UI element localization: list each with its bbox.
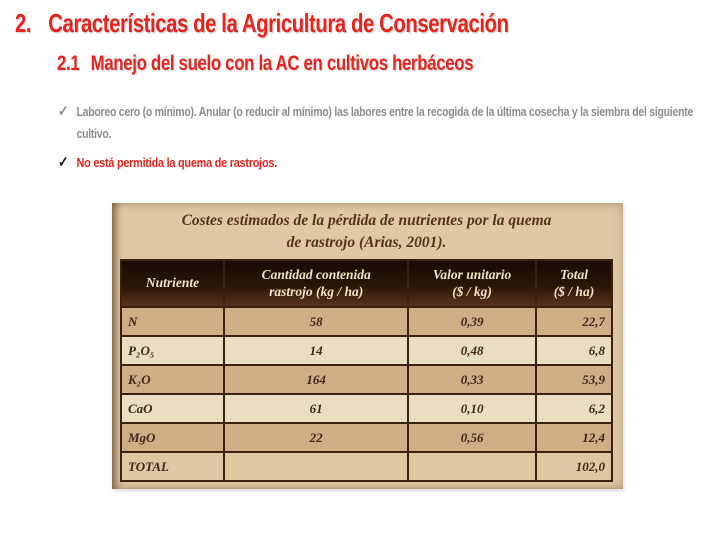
cell-cantidad: 164 — [223, 364, 410, 396]
checkmark-icon: ✓ — [58, 103, 69, 120]
table-row: MgO 22 0,56 12,4 — [119, 422, 614, 454]
table-row: CaO 61 0,10 6,2 — [119, 393, 614, 425]
cell-total: 12,4 — [534, 422, 614, 454]
nutrient-table: Nutriente Cantidad contenida rastrojo (k… — [119, 259, 614, 483]
cell-cantidad: 22 — [223, 422, 410, 454]
cell-nutriente: N — [119, 306, 226, 338]
bullet-item-laboreo: ✓ Laboreo cero (o mínimo). Anular (o red… — [58, 101, 706, 145]
cell-valor: 0,56 — [407, 422, 537, 454]
table-title: Costes estimados de la pérdida de nutrie… — [120, 208, 613, 259]
cell-total: 6,8 — [534, 335, 614, 367]
cell-total: 6,2 — [534, 393, 614, 425]
column-header-total: Total ($ / ha) — [534, 259, 614, 309]
cell-valor: 0,10 — [407, 393, 537, 425]
subtitle-text: Manejo del suelo con la AC en cultivos h… — [90, 52, 474, 75]
table-title-line1: Costes estimados de la pérdida de nutrie… — [181, 212, 552, 229]
cell-total: 53,9 — [534, 364, 614, 396]
bullet-text: No está permitida la quema de rastrojos. — [76, 155, 277, 170]
column-header-cantidad: Cantidad contenida rastrojo (kg / ha) — [223, 259, 410, 309]
subtitle-number: 2.1 — [57, 52, 80, 75]
slide-title: 2. Características de la Agricultura de C… — [15, 8, 509, 39]
table-title-line2: de rastrojo (Arias, 2001). — [286, 233, 447, 251]
cell-valor: 0,33 — [407, 364, 537, 396]
cell-nutriente: MgO — [119, 422, 226, 454]
cell-total: 102,0 — [534, 451, 614, 483]
cell-nutriente: K₂O — [119, 364, 226, 396]
nutrient-cost-figure: Costes estimados de la pérdida de nutrie… — [112, 203, 623, 490]
table-row: N 58 0,39 22,7 — [119, 306, 614, 338]
table-row: K₂O 164 0,33 53,9 — [119, 364, 614, 396]
bullet-item-quema: ✓ No está permitida la quema de rastrojo… — [58, 152, 706, 174]
cell-nutriente: CaO — [119, 393, 226, 425]
cell-valor — [407, 451, 537, 483]
column-header-valor: Valor unitario ($ / kg) — [407, 259, 537, 309]
title-text: Características de la Agricultura de Con… — [48, 8, 509, 38]
column-header-nutriente: Nutriente — [119, 259, 226, 309]
table-row: P₂O₅ 14 0,48 6,8 — [119, 335, 614, 367]
cell-cantidad — [223, 451, 410, 483]
cell-cantidad: 58 — [223, 306, 410, 338]
cell-nutriente: P₂O₅ — [119, 335, 226, 367]
cell-cantidad: 14 — [223, 335, 410, 367]
table-total-row: TOTAL 102,0 — [119, 451, 614, 483]
bullet-text: Laboreo cero (o mínimo). Anular (o reduc… — [76, 105, 694, 141]
table-header-row: Nutriente Cantidad contenida rastrojo (k… — [119, 259, 614, 309]
cell-nutriente: TOTAL — [119, 451, 226, 483]
cell-total: 22,7 — [534, 306, 614, 338]
bullet-list: ✓ Laboreo cero (o mínimo). Anular (o red… — [58, 101, 706, 181]
cell-cantidad: 61 — [223, 393, 410, 425]
title-number: 2. — [15, 8, 32, 38]
cell-valor: 0,39 — [407, 306, 537, 338]
cell-valor: 0,48 — [407, 335, 537, 367]
checkmark-icon: ✓ — [58, 154, 69, 171]
slide-subtitle: 2.1 Manejo del suelo con la AC en cultivo… — [57, 52, 474, 76]
